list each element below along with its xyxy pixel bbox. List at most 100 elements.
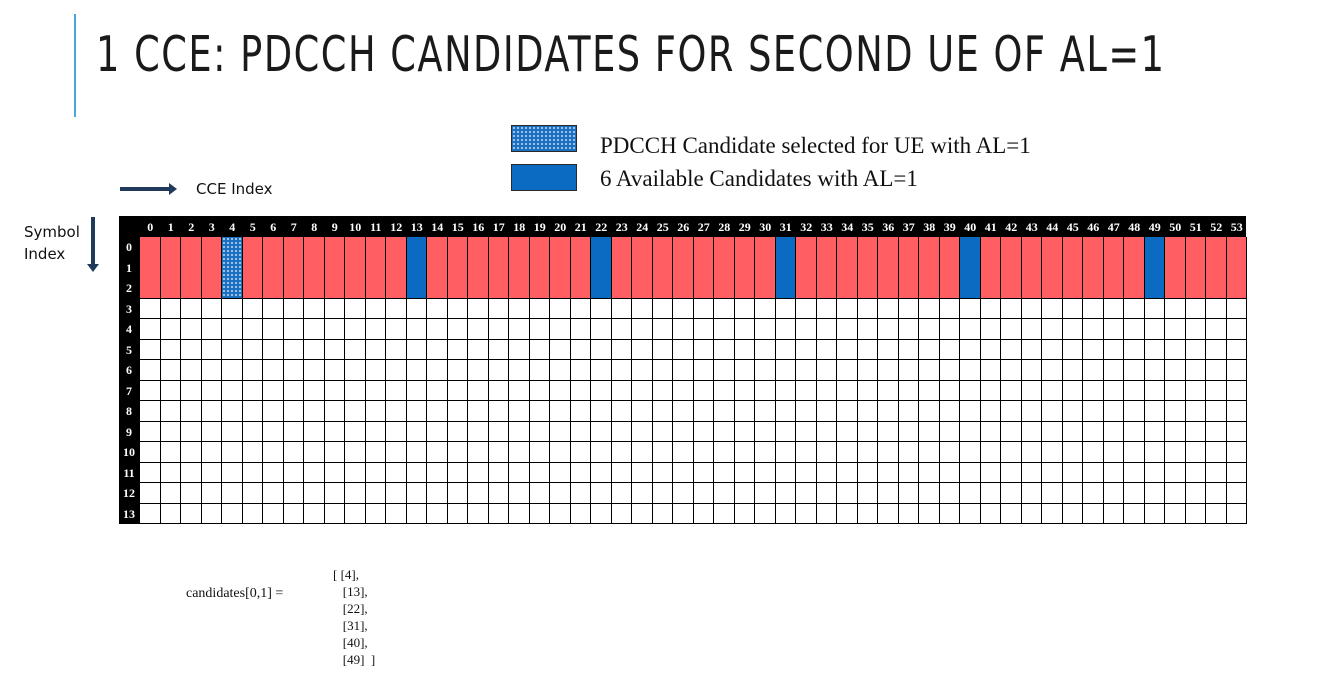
empty-re-cell bbox=[345, 360, 366, 381]
empty-re-cell bbox=[1144, 401, 1165, 422]
empty-re-cell bbox=[1226, 339, 1247, 360]
column-label: 33 bbox=[820, 220, 833, 234]
empty-re-cell bbox=[652, 483, 673, 504]
column-label: 51 bbox=[1189, 220, 1202, 234]
empty-re-cell bbox=[468, 401, 489, 422]
empty-re-cell bbox=[898, 483, 919, 504]
empty-re-cell bbox=[529, 462, 550, 483]
empty-re-cell bbox=[1165, 442, 1186, 463]
empty-re-cell bbox=[263, 503, 284, 524]
row-label: 1 bbox=[126, 260, 132, 275]
empty-re-cell bbox=[591, 483, 612, 504]
empty-re-cell bbox=[324, 401, 345, 422]
empty-re-cell bbox=[201, 298, 222, 319]
empty-re-cell bbox=[652, 319, 673, 340]
empty-re-cell bbox=[1144, 380, 1165, 401]
column-label: 50 bbox=[1169, 220, 1182, 234]
empty-re-cell bbox=[468, 483, 489, 504]
column-label: 24 bbox=[636, 220, 649, 234]
empty-re-cell bbox=[427, 298, 448, 319]
empty-re-cell bbox=[550, 360, 571, 381]
row-label: 4 bbox=[126, 322, 132, 336]
empty-re-cell bbox=[816, 483, 837, 504]
empty-re-cell bbox=[488, 421, 509, 442]
empty-re-cell bbox=[406, 483, 427, 504]
empty-re-cell bbox=[468, 380, 489, 401]
empty-re-cell bbox=[1001, 360, 1022, 381]
empty-re-cell bbox=[1144, 360, 1165, 381]
empty-re-cell bbox=[857, 298, 878, 319]
empty-re-cell bbox=[898, 319, 919, 340]
pdcch-cce-cell bbox=[160, 237, 181, 299]
empty-re-cell bbox=[406, 421, 427, 442]
empty-re-cell bbox=[632, 319, 653, 340]
empty-re-cell bbox=[939, 360, 960, 381]
empty-re-cell bbox=[1185, 298, 1206, 319]
empty-re-cell bbox=[714, 483, 735, 504]
empty-re-cell bbox=[714, 380, 735, 401]
empty-re-cell bbox=[222, 401, 243, 422]
empty-re-cell bbox=[857, 339, 878, 360]
empty-re-cell bbox=[816, 360, 837, 381]
column-label: 27 bbox=[697, 220, 710, 234]
empty-re-cell bbox=[509, 360, 530, 381]
empty-re-cell bbox=[1021, 442, 1042, 463]
empty-re-cell bbox=[1103, 380, 1124, 401]
empty-re-cell bbox=[1165, 503, 1186, 524]
empty-re-cell bbox=[222, 442, 243, 463]
pdcch-cce-cell bbox=[611, 237, 632, 299]
empty-re-cell bbox=[201, 483, 222, 504]
column-label: 44 bbox=[1046, 220, 1059, 234]
empty-re-cell bbox=[263, 401, 284, 422]
empty-re-cell bbox=[939, 339, 960, 360]
pdcch-cce-cell bbox=[345, 237, 366, 299]
empty-re-cell bbox=[652, 360, 673, 381]
empty-re-cell bbox=[693, 360, 714, 381]
empty-re-cell bbox=[632, 483, 653, 504]
empty-re-cell bbox=[1103, 298, 1124, 319]
empty-re-cell bbox=[304, 401, 325, 422]
empty-re-cell bbox=[734, 442, 755, 463]
empty-re-cell bbox=[693, 462, 714, 483]
empty-re-cell bbox=[775, 401, 796, 422]
empty-re-cell bbox=[406, 360, 427, 381]
empty-re-cell bbox=[1021, 360, 1042, 381]
empty-re-cell bbox=[898, 360, 919, 381]
empty-re-cell bbox=[447, 503, 468, 524]
empty-re-cell bbox=[345, 462, 366, 483]
empty-re-cell bbox=[447, 462, 468, 483]
empty-re-cell bbox=[140, 319, 161, 340]
pdcch-cce-cell bbox=[939, 237, 960, 299]
empty-re-cell bbox=[1206, 503, 1227, 524]
empty-re-cell bbox=[919, 319, 940, 340]
empty-re-cell bbox=[324, 442, 345, 463]
empty-re-cell bbox=[427, 319, 448, 340]
row-label: 9 bbox=[126, 424, 132, 439]
empty-re-cell bbox=[365, 483, 386, 504]
pdcch-cce-cell bbox=[837, 237, 858, 299]
empty-re-cell bbox=[283, 339, 304, 360]
empty-re-cell bbox=[837, 319, 858, 340]
empty-re-cell bbox=[693, 380, 714, 401]
column-label: 39 bbox=[943, 220, 956, 234]
empty-re-cell bbox=[1103, 339, 1124, 360]
column-label: 52 bbox=[1210, 220, 1223, 234]
empty-re-cell bbox=[1124, 380, 1145, 401]
empty-re-cell bbox=[1206, 401, 1227, 422]
empty-re-cell bbox=[447, 483, 468, 504]
empty-re-cell bbox=[550, 421, 571, 442]
pdcch-cce-cell bbox=[447, 237, 468, 299]
empty-re-cell bbox=[980, 339, 1001, 360]
empty-re-cell bbox=[611, 483, 632, 504]
pdcch-cce-cell bbox=[1062, 237, 1083, 299]
empty-re-cell bbox=[324, 462, 345, 483]
empty-re-cell bbox=[1062, 339, 1083, 360]
column-label: 2 bbox=[188, 220, 195, 234]
column-label: 4 bbox=[229, 220, 236, 234]
empty-re-cell bbox=[468, 319, 489, 340]
empty-re-cell bbox=[365, 319, 386, 340]
empty-re-cell bbox=[1083, 483, 1104, 504]
empty-re-cell bbox=[140, 462, 161, 483]
empty-re-cell bbox=[755, 442, 776, 463]
empty-re-cell bbox=[160, 360, 181, 381]
